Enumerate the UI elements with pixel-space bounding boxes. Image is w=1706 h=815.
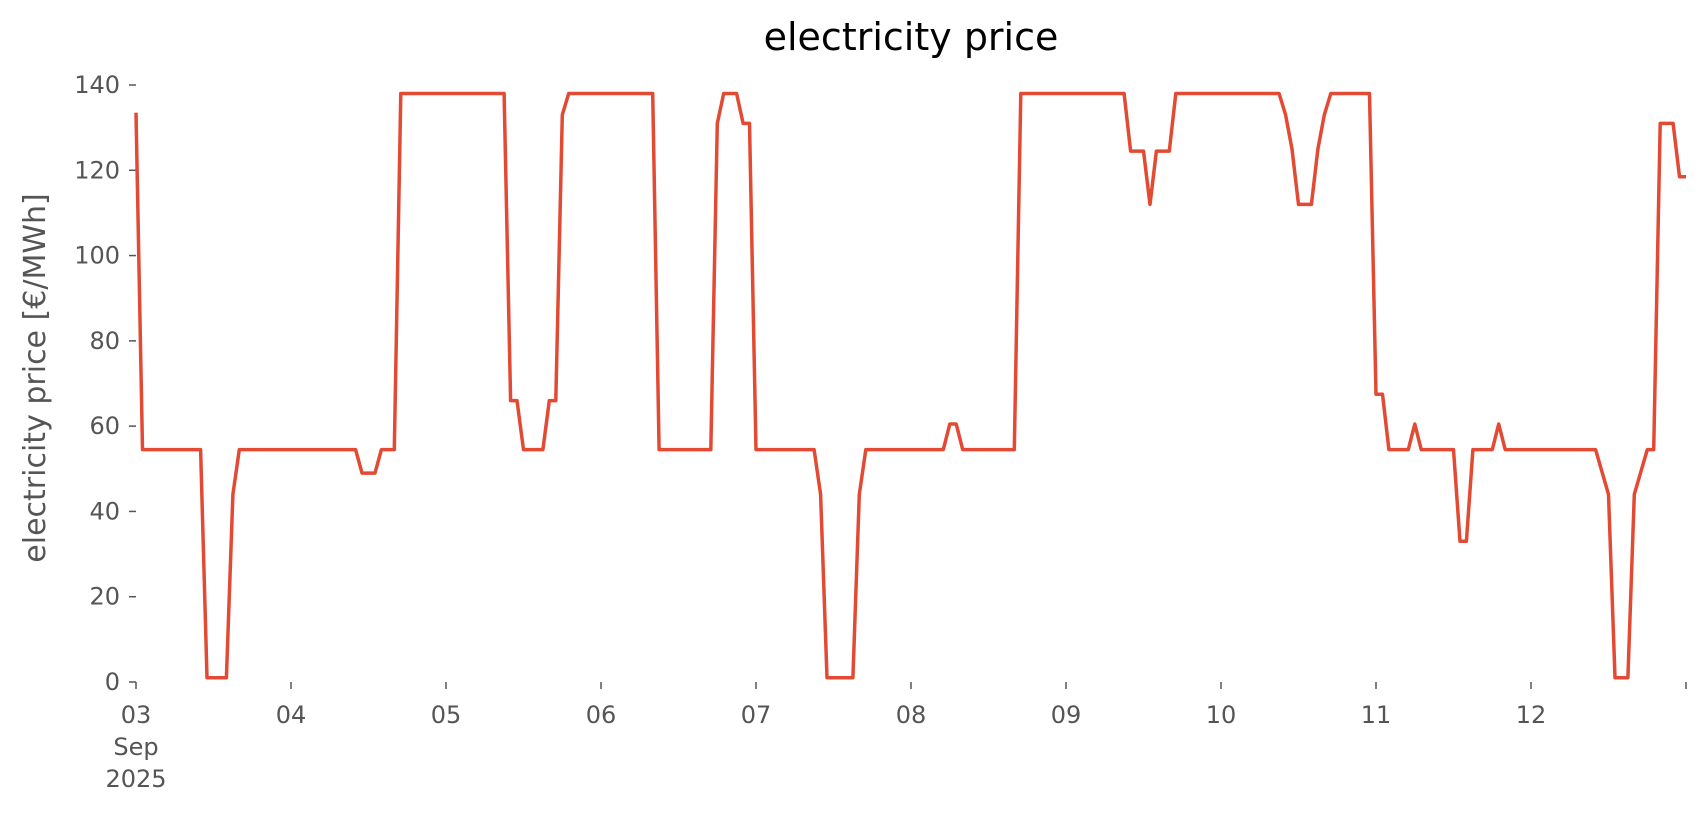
y-axis-label: electricity price [€/MWh] [18, 193, 53, 562]
y-tick-label: 20 [89, 583, 120, 611]
y-tick-label: 0 [105, 668, 120, 696]
y-tick-label: 140 [74, 71, 120, 99]
x-tick-label: 06 [586, 701, 617, 729]
x-tick-label: 08 [896, 701, 927, 729]
x-tick-label: 05 [431, 701, 462, 729]
price-series-line [134, 91, 1686, 680]
x-tick-label: 03 [121, 701, 152, 729]
chart-title: electricity price [764, 15, 1059, 59]
y-tick-label: 40 [89, 497, 120, 525]
plot-area [134, 91, 1686, 680]
x-tick-label: Sep [113, 733, 158, 761]
x-tick-label: 04 [276, 701, 307, 729]
x-axis: 03 Sep 2025 04 05 06 07 08 09 10 11 12 [105, 682, 1687, 793]
x-tick-label: 2025 [105, 765, 166, 793]
x-tick-label: 12 [1516, 701, 1547, 729]
x-tick-label: 11 [1361, 701, 1392, 729]
y-axis: 0 20 40 60 80 100 120 140 [74, 71, 136, 696]
y-tick-label: 100 [74, 242, 120, 270]
x-tick-label: 10 [1206, 701, 1237, 729]
y-tick-label: 120 [74, 156, 120, 184]
y-tick-label: 60 [89, 412, 120, 440]
x-tick-label: 09 [1051, 701, 1082, 729]
x-tick-label: 07 [741, 701, 772, 729]
y-tick-label: 80 [89, 327, 120, 355]
